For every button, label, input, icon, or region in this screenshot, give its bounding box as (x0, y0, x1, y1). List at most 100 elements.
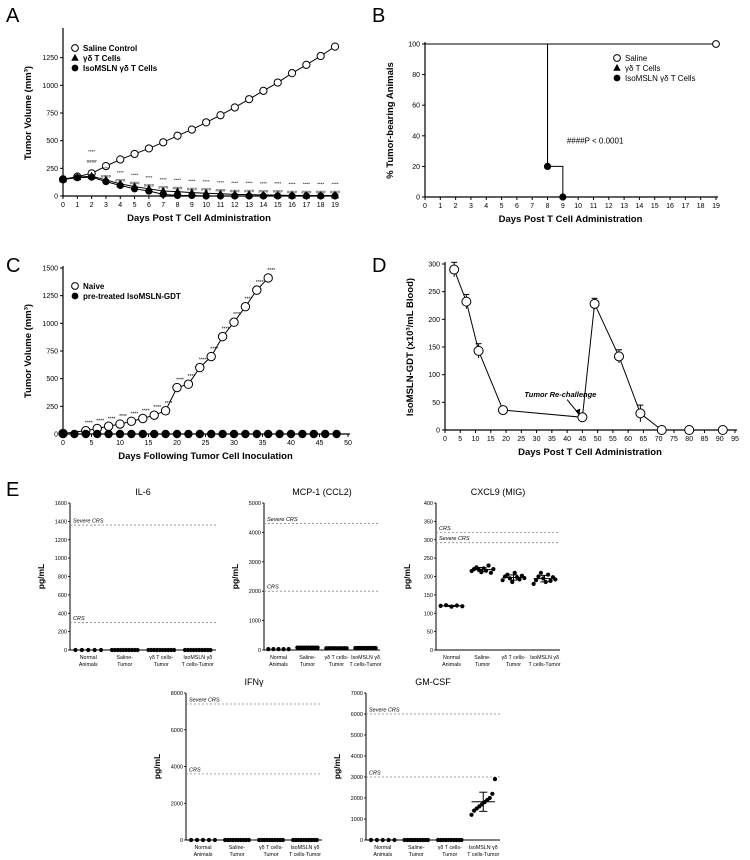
cytokine-title: IL-6 (135, 487, 151, 497)
significance-label: **** (245, 297, 253, 303)
y-tick-label: 0 (430, 648, 433, 654)
category-label-line: γδ T cells- (501, 655, 525, 661)
significance-label: #### (316, 189, 327, 194)
rechallenge-annotation: Tumor Re-challenge (524, 390, 596, 399)
significance-label: #### (187, 187, 198, 192)
x-tick-label: 12 (231, 202, 239, 209)
significance-label: **** (289, 181, 296, 186)
significance-label: #### (330, 189, 341, 194)
open-circle-marker (160, 406, 171, 416)
data-point (512, 570, 517, 575)
data-point (533, 578, 539, 583)
data-point (392, 837, 397, 843)
y-axis-label: % Tumor-bearing Animals (385, 62, 396, 179)
y-tick-label: 500 (46, 376, 58, 383)
category-label: IsoMSLN γδ T cells-Tumor (467, 845, 499, 858)
open-circle-marker (330, 42, 340, 51)
significance-label: **** (260, 181, 267, 186)
category-label-line: Tumor (117, 662, 132, 668)
significance-label: #### (244, 189, 255, 194)
filled-circle-marker (286, 429, 296, 439)
category-label: Normal Animals (79, 655, 98, 668)
data-point (380, 837, 385, 843)
x-tick-label: 10 (202, 202, 210, 209)
data-point (374, 837, 379, 843)
open-circle-marker (589, 298, 600, 309)
filled-circle-marker (88, 173, 96, 181)
y-tick-label: 400 (58, 611, 67, 617)
x-tick-label: 16 (288, 202, 296, 209)
x-tick-label: 5 (500, 203, 504, 210)
legend-marker (71, 292, 79, 300)
filled-circle-marker (161, 429, 170, 439)
x-tick-label: 0 (443, 436, 447, 443)
y-tick-label: 200 (424, 575, 433, 581)
reference-line-label: CRS (369, 771, 381, 777)
category-label: IsoMSLN γδ T cells-Tumor (349, 655, 381, 668)
filled-circle-marker (73, 174, 81, 182)
y-tick-label: 6000 (351, 712, 363, 718)
x-tick-label: 10 (472, 436, 480, 443)
significance-label: **** (131, 411, 139, 417)
filled-circle-marker (302, 192, 310, 200)
significance-label: **** (119, 414, 127, 420)
x-tick-label: 18 (317, 202, 325, 209)
filled-circle-marker (173, 191, 182, 200)
data-point (135, 647, 140, 653)
filled-circle-marker (58, 429, 68, 439)
filled-circle-marker (245, 192, 253, 200)
data-point (425, 837, 431, 843)
data-point (73, 647, 78, 653)
open-circle-marker (656, 425, 667, 435)
x-tick-label: 1 (438, 203, 442, 210)
y-tick-label: 4000 (171, 765, 183, 771)
x-axis-label: Days Following Tumor Cell Inoculation (118, 451, 293, 462)
filled-circle-marker (188, 191, 196, 200)
filled-circle-marker (104, 429, 113, 439)
filled-circle-marker (59, 175, 67, 183)
open-circle-marker (230, 103, 239, 112)
data-point (536, 574, 541, 579)
filled-circle-marker (159, 190, 167, 198)
significance-label: #### (258, 189, 269, 194)
significance-marks: **** **** **** **** **** ********************… (85, 268, 275, 427)
category-group (402, 837, 431, 843)
x-tick-label: 15 (651, 203, 659, 210)
y-tick-label: 1000 (42, 83, 58, 90)
x-tick-label: 8 (176, 202, 180, 209)
open-circle-marker (461, 296, 472, 307)
x-tick-label: 17 (302, 202, 310, 209)
category-label-line: Tumor (409, 852, 424, 858)
y-tick-label: 0 (64, 648, 67, 654)
y-tick-label: 1200 (55, 538, 67, 544)
significance-label: **** (267, 268, 275, 274)
x-tick-label: 9 (561, 203, 565, 210)
x-tick-label: 80 (685, 436, 693, 443)
category-group (266, 647, 291, 652)
data-point (281, 647, 286, 652)
x-tick-label: 14 (260, 202, 268, 209)
data-point (538, 570, 543, 575)
y-tick-label: 1400 (55, 519, 67, 525)
significance-label: **** (256, 280, 264, 286)
y-tick-label: 400 (424, 501, 433, 507)
legend-marker (71, 282, 79, 290)
data-point (200, 837, 206, 843)
open-circle-marker (614, 351, 624, 362)
legend-marker (71, 64, 79, 72)
y-tick-label: 200 (58, 630, 67, 636)
filled-circle-marker (259, 192, 268, 200)
category-label: γδ T cells-Tumor (501, 655, 525, 668)
filled-circle-marker (207, 429, 216, 439)
filled-circle-marker (184, 429, 193, 439)
open-circle-marker (302, 60, 311, 69)
significance-label: **** (108, 416, 116, 422)
legend-label: γδ T Cells (83, 54, 121, 63)
category-label: γδ T cells-Tumor (259, 845, 283, 858)
category-label-line: Normal (374, 845, 391, 851)
open-circle-marker (138, 413, 148, 424)
series-3 (425, 43, 567, 201)
open-circle-marker (202, 118, 211, 127)
category-label-line: Tumor (300, 662, 315, 668)
